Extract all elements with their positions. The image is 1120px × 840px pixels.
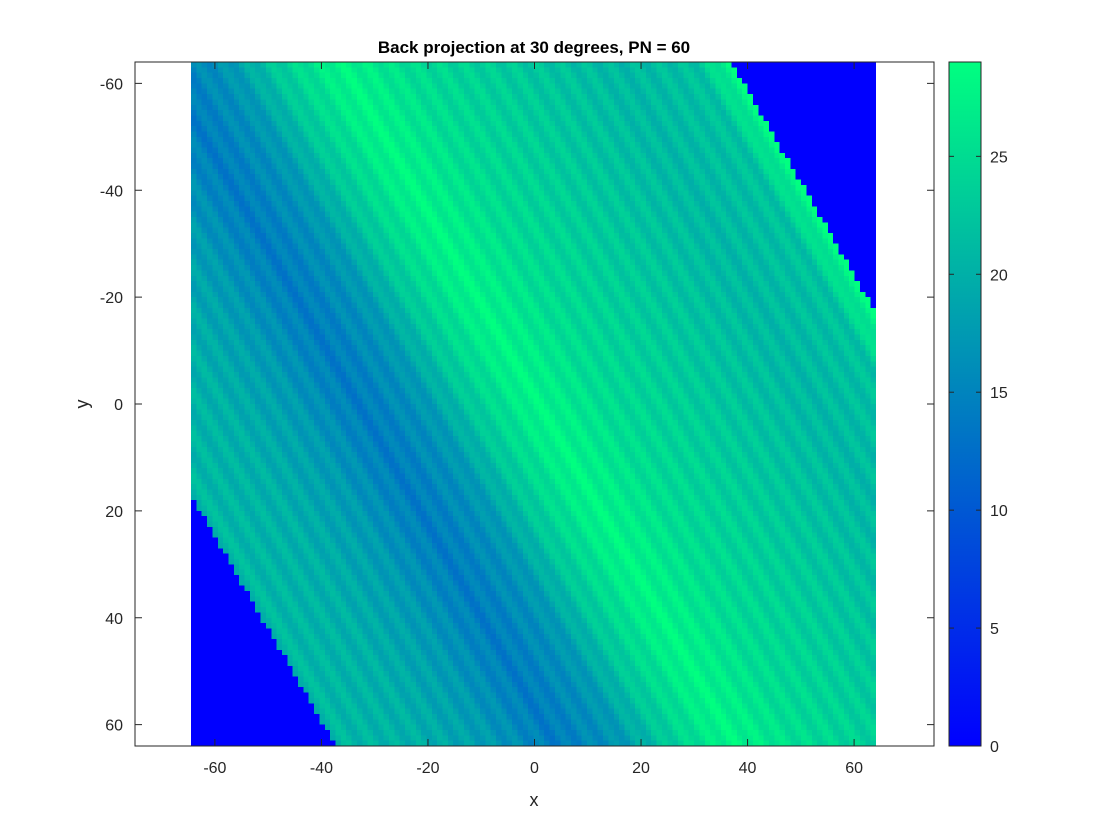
y-tick-label: 60 (105, 718, 123, 735)
y-axis: -60 -40 -20 0 20 40 60 (100, 76, 934, 735)
colorbar-box (948, 61, 982, 747)
x-tick-label: -40 (310, 760, 333, 777)
colorbar-tick-label: 15 (990, 385, 1008, 402)
y-tick-label: 40 (105, 611, 123, 628)
colorbar: 0 5 10 15 20 25 (948, 61, 1008, 756)
chart-title: Back projection at 30 degrees, PN = 60 (378, 38, 690, 57)
x-tick-label: 20 (632, 760, 650, 777)
y-tick-label: -40 (100, 183, 123, 200)
x-tick-label: 0 (530, 760, 539, 777)
colorbar-tick-label: 0 (990, 739, 999, 756)
x-axis-title: x (530, 790, 539, 810)
y-tick-label: 0 (114, 397, 123, 414)
x-tick-label: 40 (739, 760, 757, 777)
colorbar-tick-label: 10 (990, 503, 1008, 520)
plot-area (134, 61, 935, 747)
colorbar-tick-label: 20 (990, 267, 1008, 284)
y-tick-label: -60 (100, 76, 123, 93)
x-tick-label: 60 (845, 760, 863, 777)
x-tick-label: -60 (203, 760, 226, 777)
colorbar-tick-label: 5 (990, 621, 999, 638)
x-axis: -60 -40 -20 0 20 40 60 (203, 62, 863, 777)
x-tick-label: -20 (416, 760, 439, 777)
heatmap-image (191, 62, 876, 746)
colorbar-ticks: 0 5 10 15 20 25 (949, 149, 1008, 756)
y-tick-label: 20 (105, 504, 123, 521)
y-axis-title: y (72, 400, 92, 409)
y-tick-label: -20 (100, 290, 123, 307)
colorbar-tick-label: 25 (990, 149, 1008, 166)
colorbar-gradient (949, 62, 981, 746)
